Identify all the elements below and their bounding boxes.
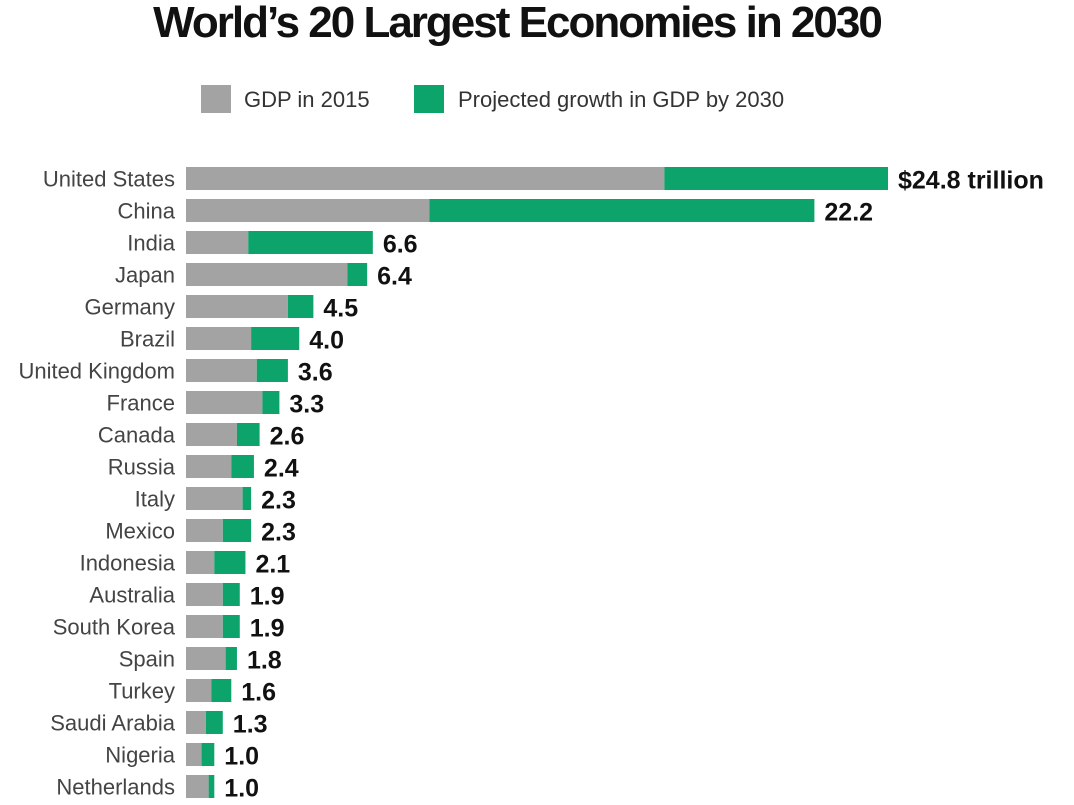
bars: United States $24.8 trillion China 22.2 Indi… xyxy=(18,167,1043,803)
value-label-italy: 2.3 xyxy=(261,487,296,515)
bar-growth-china xyxy=(429,199,815,222)
value-label-canada: 2.6 xyxy=(270,423,305,451)
category-label-mexico: Mexico xyxy=(105,519,175,544)
category-label-canada: Canada xyxy=(98,423,176,448)
category-label-netherlands: Netherlands xyxy=(56,775,175,800)
value-label-turkey: 1.6 xyxy=(241,679,276,707)
bar-growth-south-korea xyxy=(222,615,240,638)
bar-growth-canada xyxy=(236,423,260,446)
bar-gdp-2015-mexico xyxy=(186,519,223,542)
bar-gdp-2015-nigeria xyxy=(186,743,202,766)
category-label-united-kingdom: United Kingdom xyxy=(18,359,175,384)
value-label-south-korea: 1.9 xyxy=(250,615,285,643)
bar-gdp-2015-united-states xyxy=(186,167,665,190)
category-label-france: France xyxy=(107,391,175,416)
bar-gdp-2015-italy xyxy=(186,487,243,510)
value-label-japan: 6.4 xyxy=(377,263,412,291)
bar-gdp-2015-canada xyxy=(186,423,237,446)
legend-label-projected-growth: Projected growth in GDP by 2030 xyxy=(458,87,784,112)
bar-growth-germany xyxy=(287,295,314,318)
category-label-turkey: Turkey xyxy=(109,679,175,704)
bar-gdp-2015-brazil xyxy=(186,327,252,350)
bar-gdp-2015-russia xyxy=(186,455,232,478)
bar-gdp-2015-united-kingdom xyxy=(186,359,257,382)
category-label-germany: Germany xyxy=(85,295,175,320)
bar-gdp-2015-japan xyxy=(186,263,348,286)
category-label-russia: Russia xyxy=(108,455,176,480)
bar-gdp-2015-saudi-arabia xyxy=(186,711,206,734)
category-label-brazil: Brazil xyxy=(120,327,175,352)
value-label-indonesia: 2.1 xyxy=(255,551,290,579)
bar-growth-italy xyxy=(242,487,252,510)
bar-growth-russia xyxy=(231,455,254,478)
bar-gdp-2015-south-korea xyxy=(186,615,223,638)
bar-gdp-2015-netherlands xyxy=(186,775,209,798)
category-label-nigeria: Nigeria xyxy=(105,743,175,768)
value-label-brazil: 4.0 xyxy=(309,327,344,355)
bar-growth-france xyxy=(262,391,280,414)
bar-growth-japan xyxy=(347,263,368,286)
value-label-mexico: 2.3 xyxy=(261,519,296,547)
bar-gdp-2015-spain xyxy=(186,647,226,670)
bar-gdp-2015-germany xyxy=(186,295,288,318)
bar-growth-netherlands xyxy=(208,775,215,798)
value-label-united-states: $24.8 trillion xyxy=(898,167,1044,195)
legend-label-gdp-2015: GDP in 2015 xyxy=(244,87,370,112)
category-label-india: India xyxy=(127,231,175,256)
bar-gdp-2015-france xyxy=(186,391,263,414)
bar-growth-indonesia xyxy=(214,551,246,574)
value-label-china: 22.2 xyxy=(824,199,873,227)
bar-growth-saudi-arabia xyxy=(205,711,223,734)
category-label-italy: Italy xyxy=(135,487,175,512)
bar-growth-nigeria xyxy=(201,743,215,766)
category-label-china: China xyxy=(118,199,176,224)
category-label-japan: Japan xyxy=(115,263,175,288)
category-label-saudi-arabia: Saudi Arabia xyxy=(50,711,176,736)
category-label-australia: Australia xyxy=(89,583,175,608)
bar-growth-spain xyxy=(225,647,237,670)
bar-growth-united-states xyxy=(664,167,888,190)
legend-swatch-projected-growth xyxy=(414,85,444,113)
value-label-france: 3.3 xyxy=(289,391,324,419)
value-label-india: 6.6 xyxy=(383,231,418,259)
value-label-united-kingdom: 3.6 xyxy=(298,359,333,387)
bar-growth-united-kingdom xyxy=(256,359,288,382)
value-label-nigeria: 1.0 xyxy=(224,743,259,771)
bar-gdp-2015-australia xyxy=(186,583,223,606)
category-label-indonesia: Indonesia xyxy=(80,551,176,576)
value-label-germany: 4.5 xyxy=(323,295,358,323)
legend-swatch-gdp-2015 xyxy=(201,85,231,113)
category-label-united-states: United States xyxy=(43,167,175,192)
category-label-south-korea: South Korea xyxy=(53,615,176,640)
bar-gdp-2015-turkey xyxy=(186,679,212,702)
category-label-spain: Spain xyxy=(119,647,175,672)
value-label-russia: 2.4 xyxy=(264,455,299,483)
value-label-netherlands: 1.0 xyxy=(224,775,259,803)
value-label-saudi-arabia: 1.3 xyxy=(233,711,268,739)
chart-title: World’s 20 Largest Economies in 2030 xyxy=(153,0,881,47)
bar-growth-turkey xyxy=(211,679,232,702)
bar-growth-mexico xyxy=(222,519,252,542)
bar-growth-brazil xyxy=(251,327,300,350)
bar-growth-australia xyxy=(222,583,240,606)
bar-gdp-2015-indonesia xyxy=(186,551,215,574)
value-label-australia: 1.9 xyxy=(250,583,285,611)
value-label-spain: 1.8 xyxy=(247,647,282,675)
bar-gdp-2015-china xyxy=(186,199,430,222)
bar-gdp-2015-india xyxy=(186,231,249,254)
bar-growth-india xyxy=(248,231,373,254)
legend: GDP in 2015 Projected growth in GDP by 2… xyxy=(201,85,784,113)
